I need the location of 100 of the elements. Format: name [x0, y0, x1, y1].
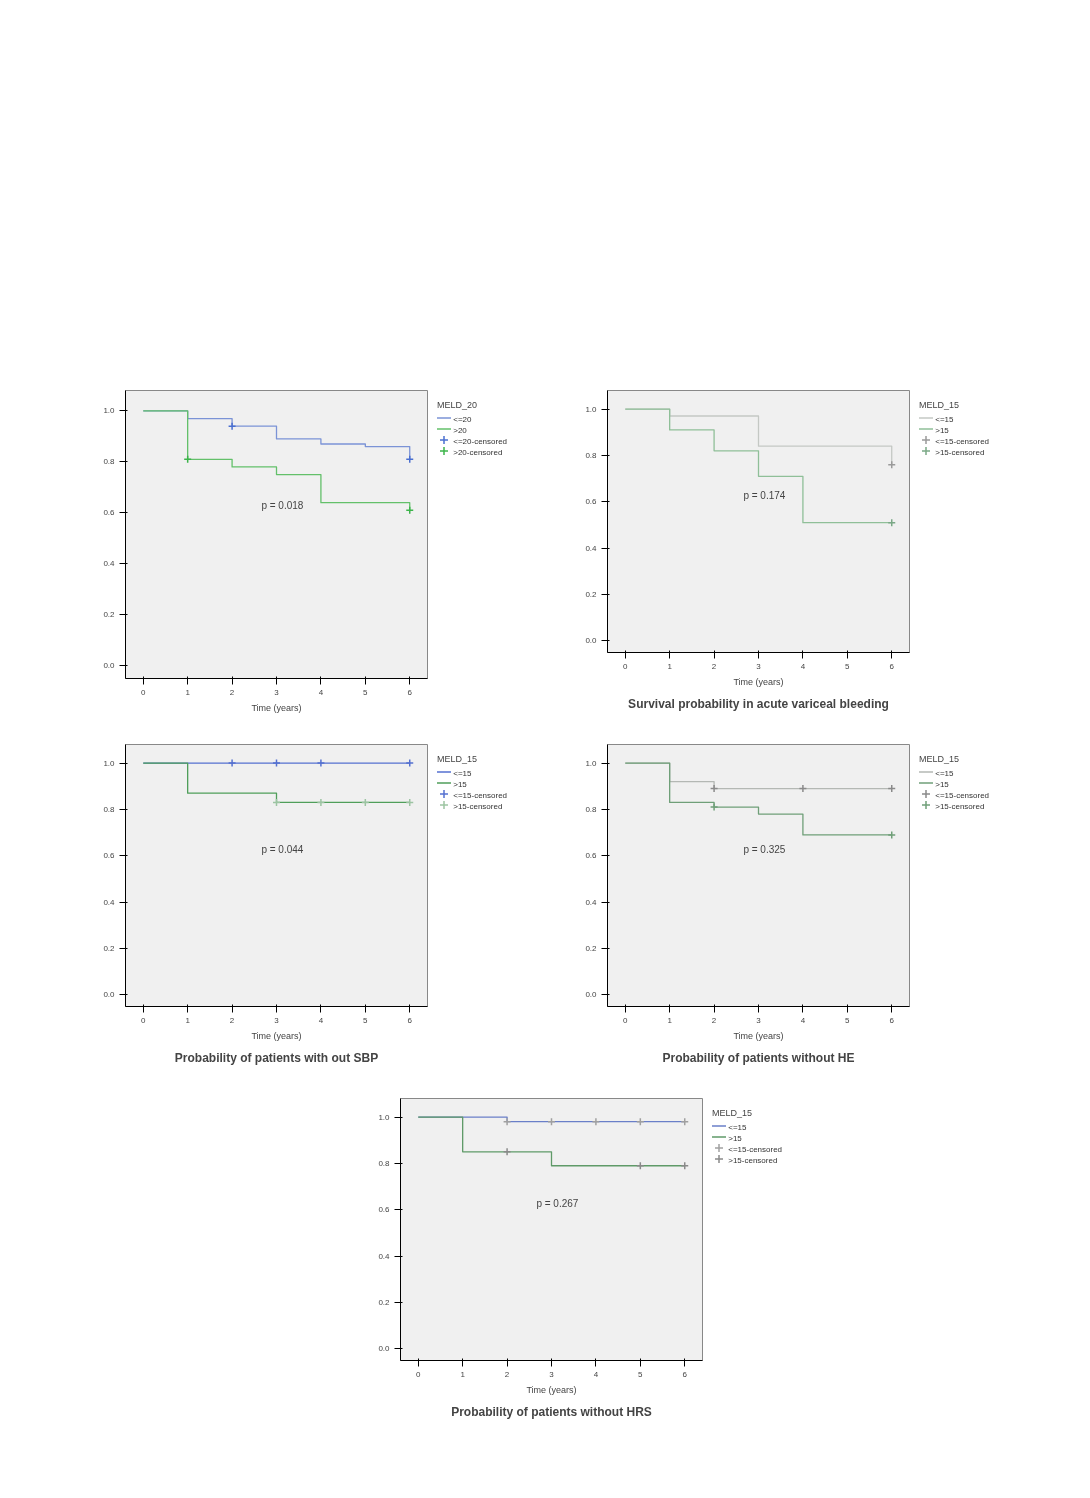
y-tick-label: 0.6 [378, 1205, 391, 1215]
x-tick-label: 1 [185, 1015, 191, 1025]
x-tick-label: 1 [460, 1369, 466, 1379]
x-tick-label: 2 [229, 687, 235, 697]
legend-label: >15 [935, 779, 949, 789]
x-tick-label: 1 [185, 687, 191, 697]
y-tick-label: 0.0 [103, 661, 116, 671]
y-tick-label: 0.6 [103, 851, 116, 861]
x-tick-label: 3 [274, 1015, 280, 1025]
x-tick-label: 5 [363, 687, 369, 697]
x-axis-title: Time (years) [251, 1030, 302, 1041]
annotation: p = 0.044 [261, 843, 304, 855]
x-tick-label: 5 [845, 1015, 851, 1025]
x-tick-label: 6 [407, 1015, 413, 1025]
legend-label: >15-censored [453, 801, 503, 811]
text: Probability of patients with out SBP [174, 1050, 379, 1065]
annotation: p = 0.325 [743, 843, 786, 855]
y-tick-label: 0.2 [103, 944, 116, 954]
legend-label: <=15-censored [453, 790, 508, 800]
x-tick-label: 4 [593, 1369, 599, 1379]
legend-label: <=15 [935, 768, 954, 778]
x-tick-label: 5 [845, 661, 851, 671]
y-tick-label: 0.8 [103, 457, 116, 467]
legend-label: <=20 [453, 414, 472, 424]
legend-label: <=15 [935, 414, 954, 424]
y-tick-label: 1.0 [103, 406, 116, 416]
legend-label: >15 [728, 1133, 742, 1143]
legend-label: >15-censored [935, 801, 985, 811]
x-tick-label: 6 [682, 1369, 688, 1379]
x-tick-label: 0 [623, 661, 629, 671]
y-tick-label: 1.0 [585, 758, 598, 768]
x-tick-label: 4 [800, 1015, 806, 1025]
x-tick-label: 0 [141, 1015, 147, 1025]
legend-label: <=15 [728, 1122, 747, 1132]
legend-label: >15-censored [935, 447, 985, 457]
text: Survival probability in acute variceal bleeding [628, 696, 889, 711]
y-tick-label: 0.2 [585, 590, 598, 600]
point [798, 784, 808, 793]
y-tick-label: 0.2 [378, 1298, 391, 1308]
x-tick-label: 6 [889, 1015, 895, 1025]
y-tick-label: 0.8 [103, 804, 116, 814]
y-tick-label: 0.4 [378, 1251, 391, 1261]
legend-label: <=15-censored [935, 436, 990, 446]
x-tick-label: 0 [623, 1015, 629, 1025]
legend-label: <=15-censored [728, 1144, 783, 1154]
x-tick-label: 1 [667, 661, 673, 671]
x-tick-label: 5 [638, 1369, 644, 1379]
y-tick-label: 0.2 [585, 944, 598, 954]
x-tick-label: 2 [229, 1015, 235, 1025]
x-tick-label: 3 [756, 661, 762, 671]
y-tick-label: 0.0 [585, 636, 598, 646]
x-tick-label: 1 [667, 1015, 673, 1025]
point [709, 802, 719, 812]
legend-label: >20 [453, 425, 467, 435]
y-tick-label: 0.8 [585, 804, 598, 814]
legend-label: >15 [453, 779, 467, 789]
x-axis-title: Time (years) [251, 702, 302, 713]
point [227, 421, 237, 431]
point [502, 1147, 512, 1157]
y-tick-label: 0.2 [103, 610, 116, 620]
y-tick-label: 0.0 [103, 990, 116, 1000]
x-tick-label: 0 [416, 1369, 422, 1379]
y-tick-label: 0.6 [103, 508, 116, 518]
y-tick-label: 1.0 [378, 1112, 391, 1122]
y-tick-label: 0.4 [585, 543, 598, 553]
y-tick-label: 0.0 [585, 990, 598, 1000]
legend-label: <=15 [453, 768, 472, 778]
x-axis-title: Time (years) [526, 1384, 577, 1395]
x-axis-title: Time (years) [733, 676, 784, 687]
point [709, 784, 719, 793]
y-tick-label: 0.4 [103, 897, 116, 907]
x-tick-label: 3 [549, 1369, 555, 1379]
annotation: p = 0.018 [261, 500, 304, 512]
annotation: p = 0.174 [743, 489, 786, 501]
y-tick-label: 0.8 [378, 1158, 391, 1168]
y-tick-label: 0.6 [585, 851, 598, 861]
legend-title: MELD_15 [919, 399, 961, 412]
y-tick-label: 1.0 [585, 404, 598, 414]
x-tick-label: 6 [407, 687, 413, 697]
annotation: p = 0.267 [536, 1197, 579, 1209]
point [502, 1117, 512, 1126]
legend-label: >15 [935, 425, 949, 435]
legend-label: <=15-censored [935, 790, 990, 800]
y-tick-label: 0.4 [585, 897, 598, 907]
legend-title: MELD_15 [919, 753, 961, 766]
legend-title: MELD_20 [437, 399, 479, 412]
x-tick-label: 5 [363, 1015, 369, 1025]
x-tick-label: 3 [756, 1015, 762, 1025]
point [591, 1117, 601, 1126]
x-tick-label: 2 [711, 661, 717, 671]
x-axis-title: Time (years) [733, 1030, 784, 1041]
x-tick-label: 4 [318, 687, 324, 697]
text: Probability of patients without HRS [451, 1404, 652, 1419]
x-tick-label: 4 [318, 1015, 324, 1025]
legend-title: MELD_15 [712, 1107, 754, 1120]
x-tick-label: 2 [504, 1369, 510, 1379]
x-tick-label: 4 [800, 661, 806, 671]
y-tick-label: 1.0 [103, 758, 116, 768]
legend-title: MELD_15 [437, 753, 479, 766]
y-tick-label: 0.4 [103, 559, 116, 569]
